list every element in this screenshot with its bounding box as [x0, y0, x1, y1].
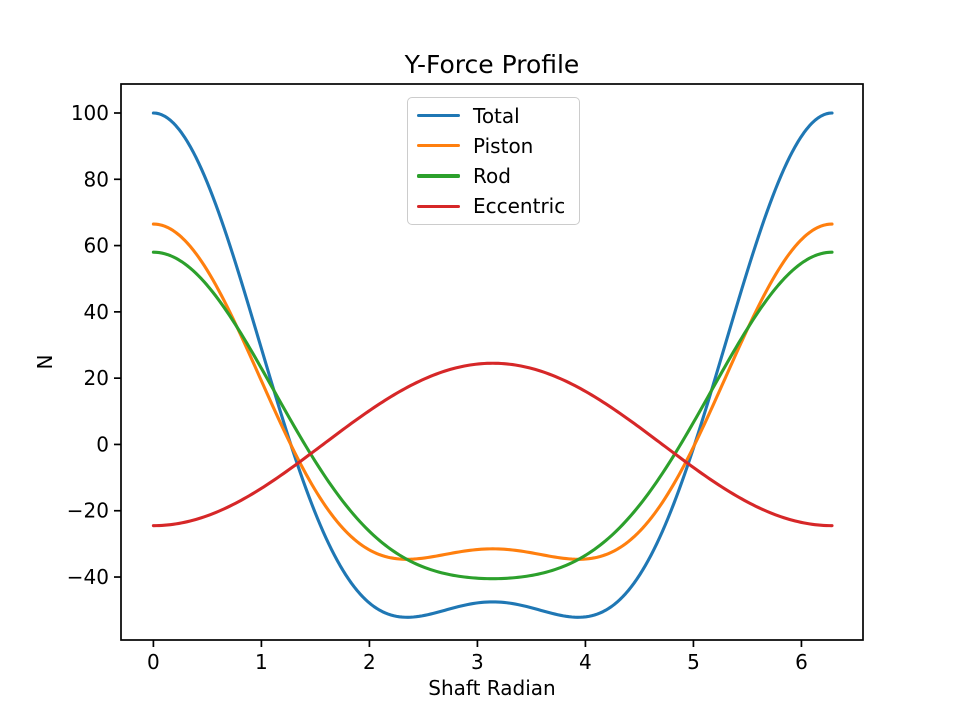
y-tick-label: 0	[96, 432, 109, 456]
x-tick-label: 1	[255, 650, 268, 674]
legend-item: Piston	[417, 131, 569, 160]
x-tick-label: 5	[687, 650, 700, 674]
x-tick-label: 4	[579, 650, 592, 674]
series-line-piston	[151, 222, 834, 561]
chart-title: Y-Force Profile	[404, 50, 580, 79]
legend-line-sample	[417, 204, 460, 208]
series-line-eccentric	[151, 361, 834, 528]
series-line-total	[151, 111, 834, 619]
series-line-rod	[151, 250, 834, 581]
legend-label: Rod	[473, 164, 511, 189]
legend-label: Eccentric	[473, 194, 566, 219]
x-tick-label: 3	[471, 650, 484, 674]
legend-item: Rod	[417, 162, 569, 191]
legend-item: Eccentric	[417, 192, 569, 221]
legend-line-sample	[417, 174, 460, 178]
legend-line-sample	[417, 114, 460, 118]
x-tick-label: 0	[147, 650, 160, 674]
y-tick-label: 20	[84, 366, 109, 390]
axes-spines	[120, 83, 864, 641]
y-tick-label: 80	[84, 167, 109, 191]
legend-label: Piston	[473, 133, 534, 158]
x-tick-label: 6	[795, 650, 808, 674]
legend-label: Total	[473, 103, 520, 128]
legend: Total Piston Rod Eccentric	[407, 97, 580, 225]
x-axis-label: Shaft Radian	[428, 676, 556, 700]
legend-item: Total	[417, 101, 569, 130]
y-axis-label: N	[33, 354, 57, 370]
y-tick-label: −40	[67, 565, 109, 589]
y-tick-label: 100	[71, 101, 109, 125]
legend-line-sample	[417, 144, 460, 148]
y-tick-label: 40	[84, 300, 109, 324]
y-tick-label: −20	[67, 499, 109, 523]
y-tick-label: 60	[84, 234, 109, 258]
x-tick-label: 2	[363, 650, 376, 674]
